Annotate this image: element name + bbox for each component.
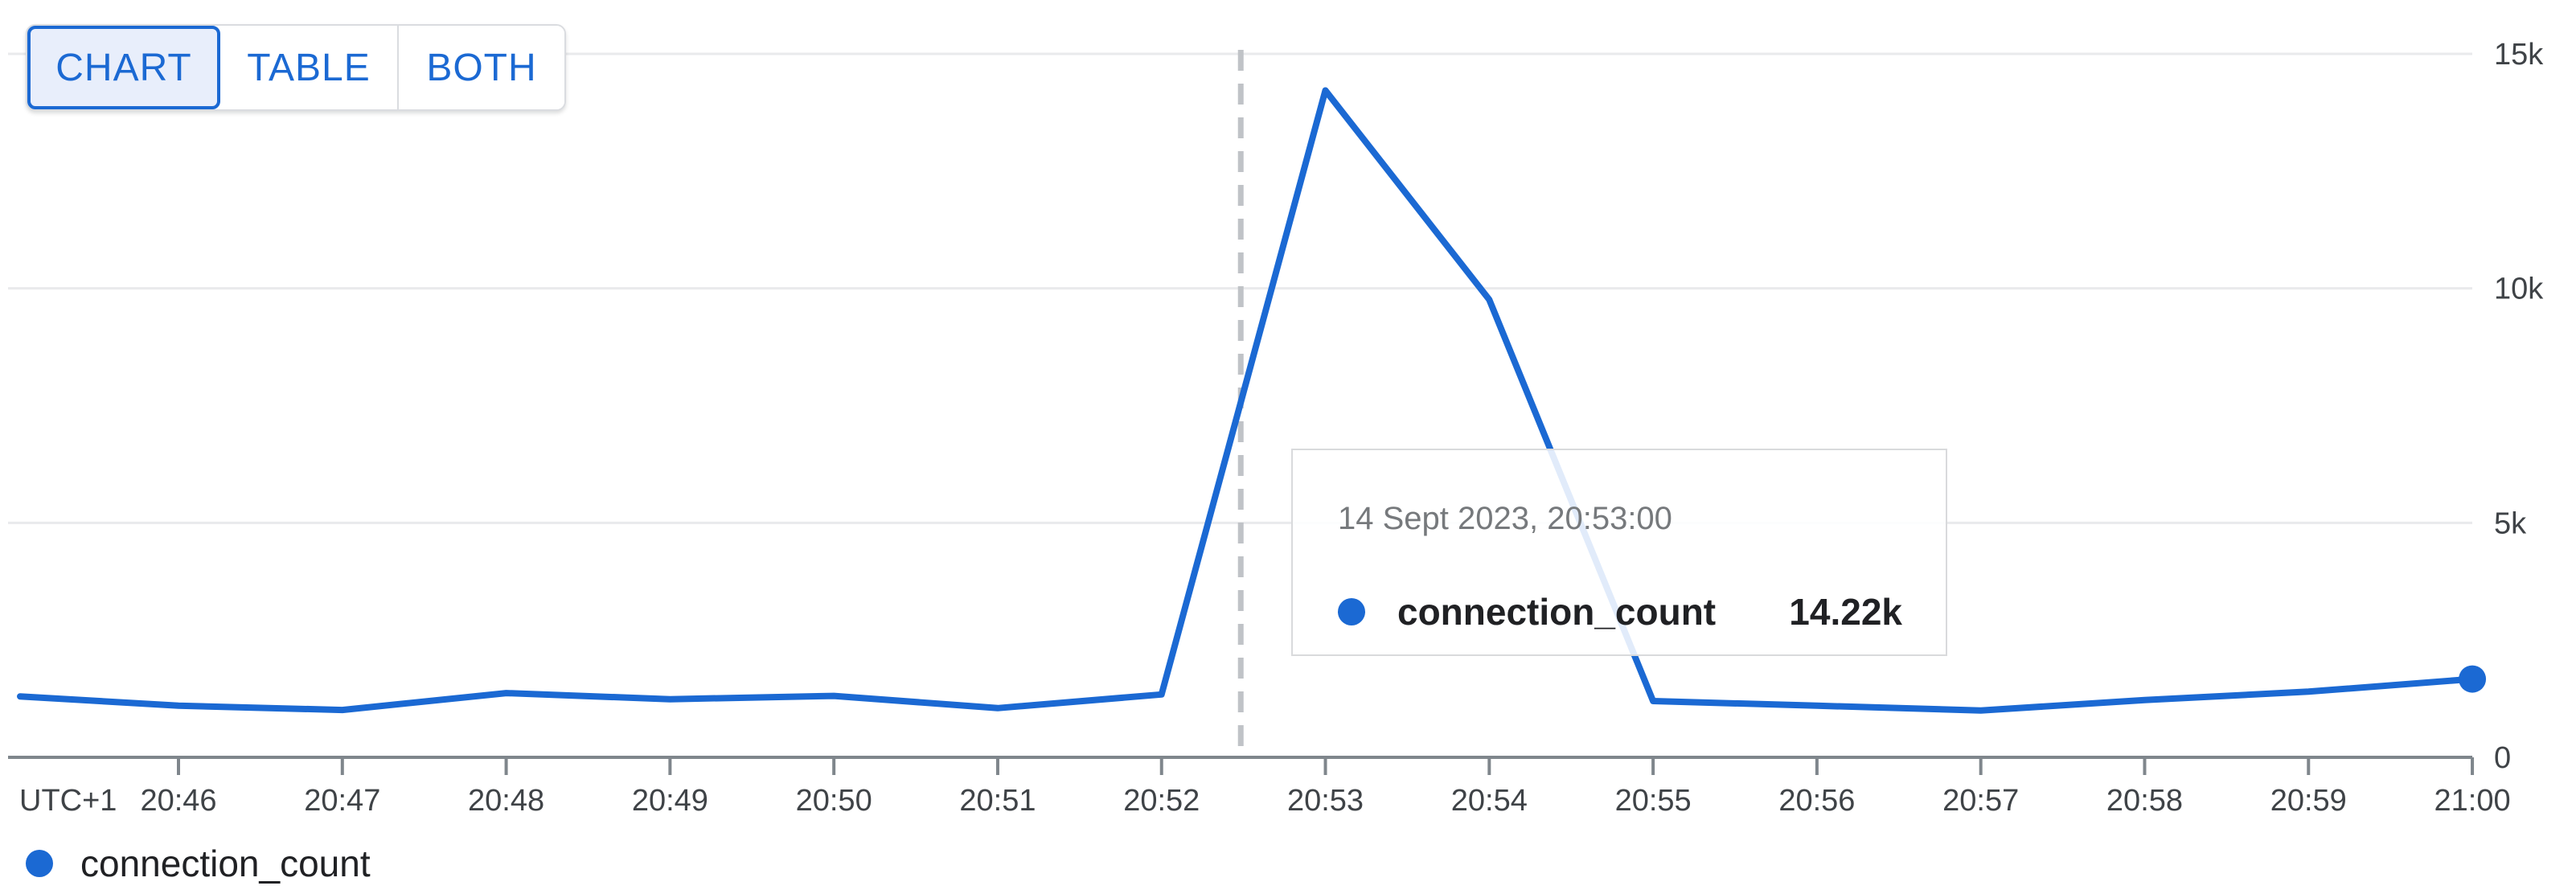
x-axis-label: 20:59 [2270, 784, 2347, 818]
tooltip-series-value: 14.22k [1789, 591, 1902, 633]
x-axis-label: 20:54 [1451, 784, 1528, 818]
series-color-dot-icon [1338, 598, 1365, 625]
table-view-button[interactable]: TABLE [220, 26, 397, 109]
x-axis-label: 20:48 [468, 784, 544, 818]
x-axis-label: 20:57 [1942, 784, 2019, 818]
chart-view-toggle: CHART TABLE BOTH [26, 24, 566, 111]
x-axis-label: 20:51 [959, 784, 1036, 818]
y-axis-label: 5k [2494, 506, 2527, 540]
x-axis-label: 20:46 [140, 784, 216, 818]
both-view-button[interactable]: BOTH [397, 26, 564, 109]
timezone-label: UTC+1 [19, 784, 117, 818]
x-axis-label: 20:56 [1778, 784, 1855, 818]
x-axis-label: 20:49 [632, 784, 708, 818]
y-axis-label: 10k [2494, 273, 2544, 306]
latest-point-marker [2459, 665, 2487, 693]
y-axis-label: 0 [2494, 741, 2511, 775]
tooltip-series-row: connection_count 14.22k [1338, 590, 1902, 634]
legend-item[interactable]: connection_count [26, 843, 371, 884]
x-axis-label: 20:47 [304, 784, 380, 818]
x-axis-label: 20:50 [796, 784, 872, 818]
chart-view-button[interactable]: CHART [27, 26, 220, 109]
series-line [17, 87, 2476, 714]
x-axis-label: 20:55 [1615, 784, 1692, 818]
legend-series-label: connection_count [80, 843, 371, 884]
tooltip-series-name: connection_count [1397, 591, 1717, 633]
y-axis-label: 15k [2494, 38, 2544, 72]
chart-tooltip: 14 Sept 2023, 20:53:00 connection_count … [1291, 449, 1947, 656]
x-axis-label: 20:52 [1123, 784, 1200, 818]
tooltip-timestamp: 14 Sept 2023, 20:53:00 [1338, 501, 1672, 536]
x-axis-label: 20:53 [1287, 784, 1364, 818]
x-axis-label: 21:00 [2434, 784, 2511, 818]
legend-color-dot-icon [26, 850, 53, 877]
x-axis-label: 20:58 [2106, 784, 2183, 818]
